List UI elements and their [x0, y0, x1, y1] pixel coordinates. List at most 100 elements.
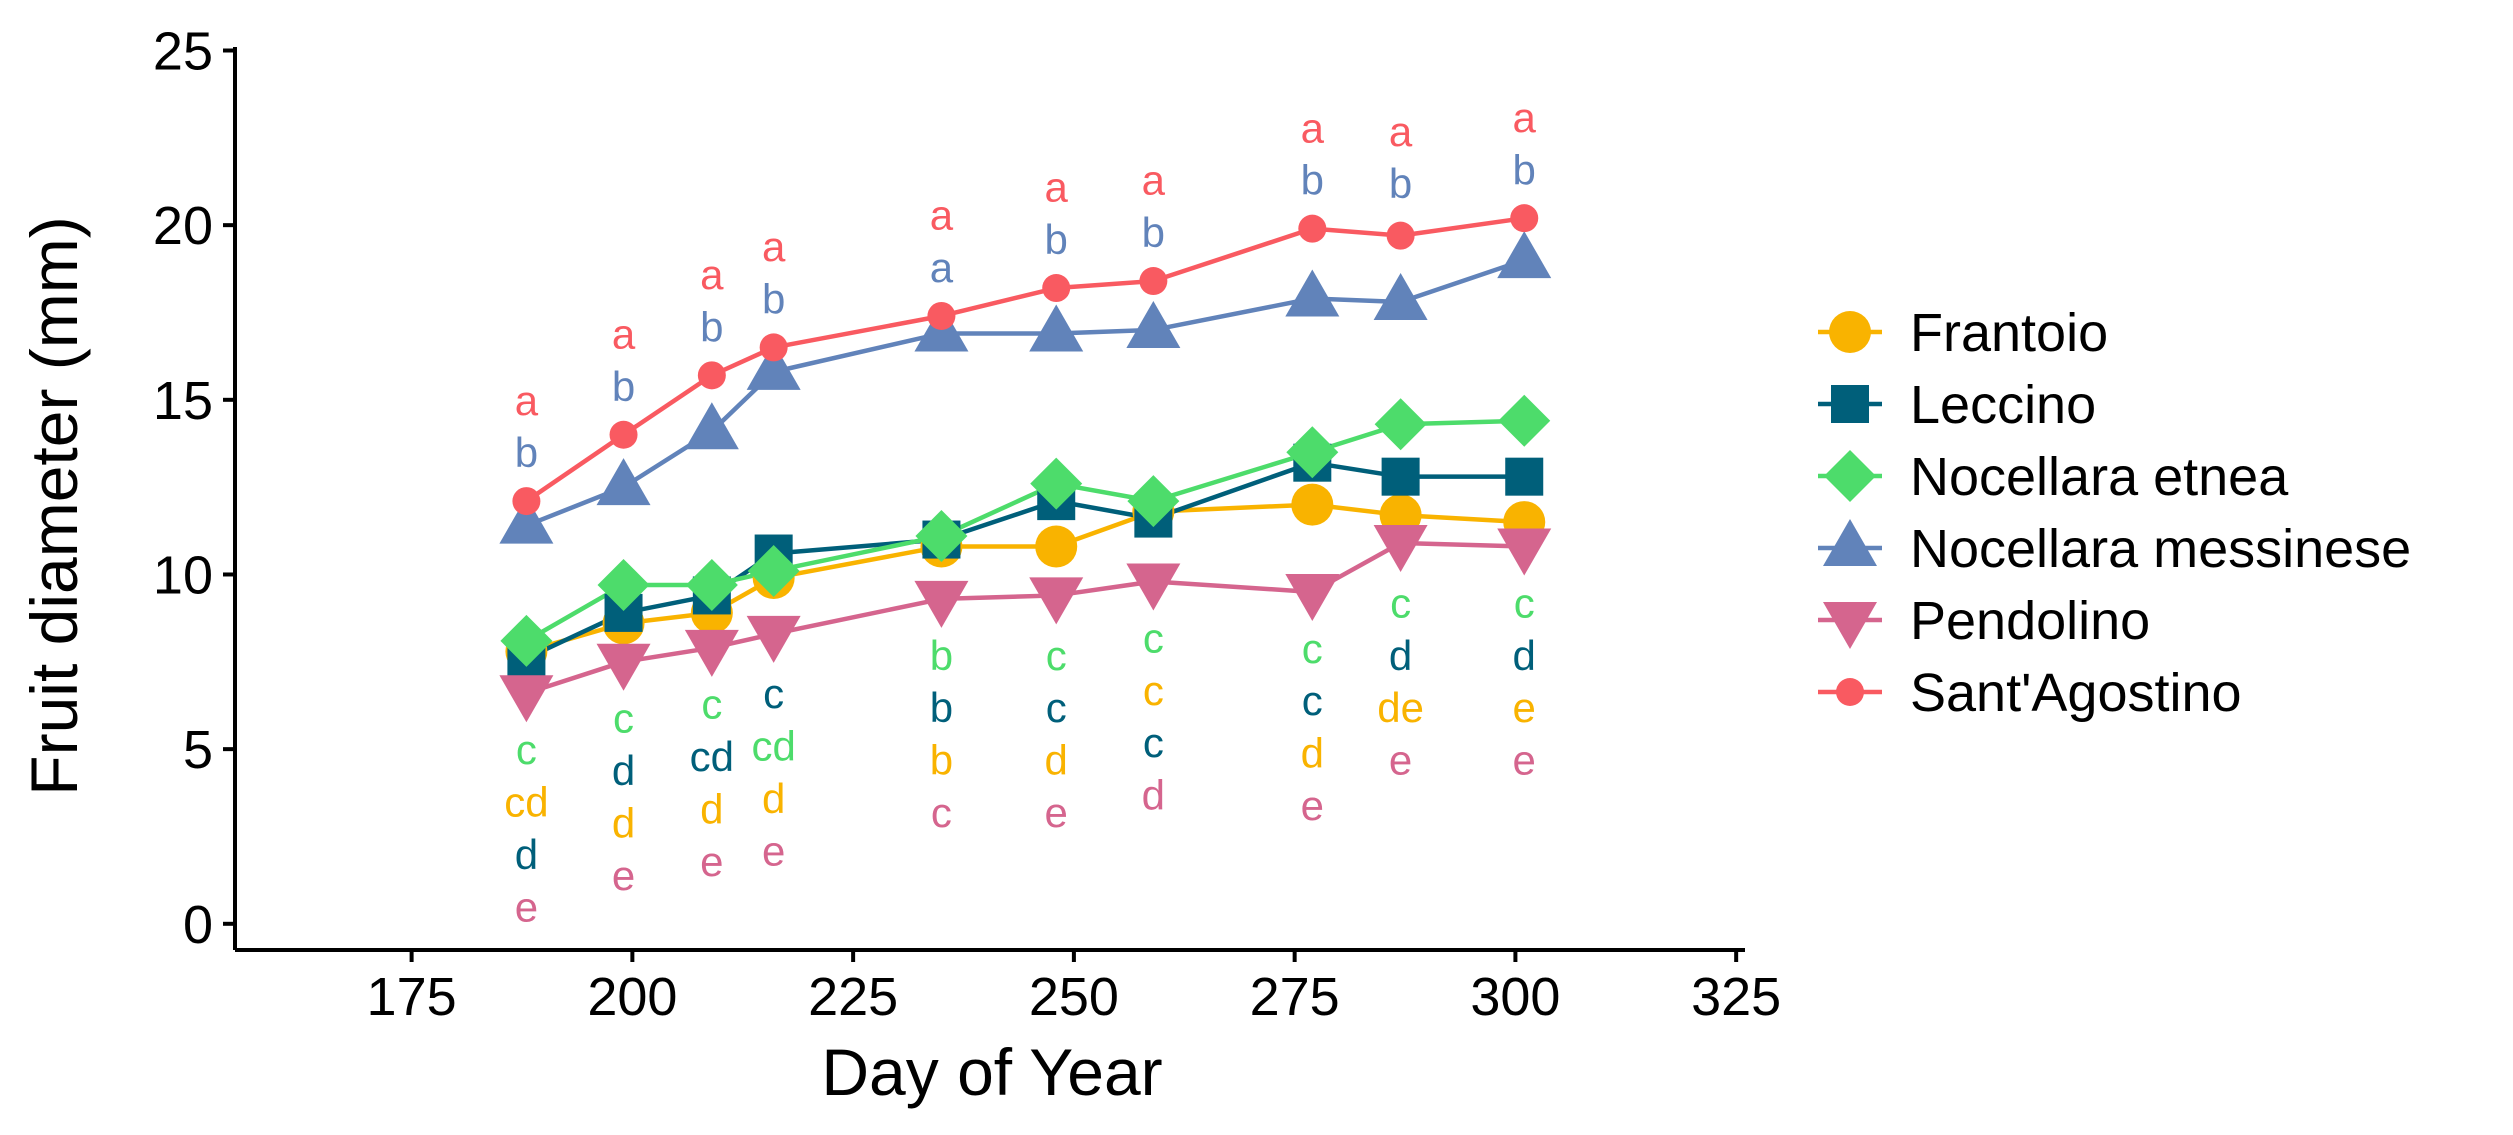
data-point-sant-agostino — [1510, 204, 1539, 233]
data-point-pendolino — [1373, 525, 1428, 573]
data-point-nocellara-etnea — [915, 510, 968, 563]
significance-letter: c — [1143, 667, 1164, 714]
data-point-sant-agostino — [1042, 274, 1071, 303]
x-tick-label: 325 — [1691, 967, 1781, 1027]
data-point-pendolino — [746, 615, 801, 663]
significance-letter: c — [516, 726, 537, 773]
legend-key-pendolino — [1823, 602, 1877, 649]
significance-letter: c — [763, 670, 784, 717]
data-point-nocellara-messinese — [1126, 300, 1181, 348]
significance-letter: d — [612, 799, 635, 846]
significance-letter: cd — [504, 779, 548, 826]
data-point-pendolino — [499, 675, 554, 723]
significance-letter: a — [930, 244, 954, 291]
significance-letter: e — [1301, 782, 1324, 829]
significance-letter: e — [1513, 684, 1536, 731]
data-point-nocellara-messinese — [1029, 304, 1084, 352]
y-tick-label: 20 — [153, 196, 213, 256]
significance-letter: b — [1045, 216, 1068, 263]
y-tick-label: 25 — [153, 21, 213, 81]
data-point-nocellara-etnea — [500, 614, 553, 667]
legend-key-nocellara-etnea — [1824, 450, 1876, 502]
series-line-leccino — [525, 460, 1525, 661]
data-point-pendolino — [1126, 563, 1181, 611]
legend-label-leccino: Leccino — [1910, 375, 2096, 435]
legend-key-nocellara-messinese — [1823, 519, 1877, 566]
significance-letter: d — [700, 786, 723, 833]
data-point-nocellara-messinese — [1497, 231, 1552, 279]
data-point-nocellara-etnea — [1286, 426, 1339, 479]
legend-label-nocellara-messinese: Nocellara messinese — [1910, 519, 2411, 579]
significance-letter: d — [762, 775, 785, 822]
significance-letter: d — [1045, 737, 1068, 784]
significance-letter: c — [1143, 719, 1164, 766]
significance-letter: b — [1301, 157, 1324, 204]
significance-letter: a — [612, 310, 636, 357]
significance-letter: b — [930, 737, 953, 784]
data-point-nocellara-messinese — [1285, 269, 1340, 317]
data-point-pendolino — [1285, 573, 1340, 621]
data-point-sant-agostino — [609, 420, 638, 449]
data-point-pendolino — [1029, 577, 1084, 625]
data-point-sant-agostino — [927, 301, 956, 330]
data-point-pendolino — [596, 643, 651, 691]
significance-letters: abccddeabcddeabccddeabccddeaabbbcabccdea… — [504, 94, 1536, 930]
legend-label-frantoio: Frantoio — [1910, 303, 2108, 363]
series-line-pendolino — [525, 540, 1525, 696]
significance-letter: a — [515, 377, 539, 424]
legend-key-leccino — [1831, 385, 1869, 423]
data-point-frantoio — [1291, 483, 1334, 526]
data-point-pendolino — [914, 580, 969, 628]
data-point-nocellara-messinese — [596, 458, 651, 506]
data-point-sant-agostino — [1139, 267, 1168, 296]
data-point-nocellara-messinese — [684, 402, 739, 450]
significance-letter: d — [1301, 730, 1324, 777]
data-point-nocellara-etnea — [1374, 398, 1427, 451]
significance-letter: b — [1142, 209, 1165, 256]
legend: Frantoio Leccino Nocellara etnea Nocellara … — [1818, 303, 2411, 723]
significance-letter: b — [1513, 146, 1536, 193]
series-line-nocellara-etnea — [525, 418, 1525, 643]
x-axis-title: Day of Year — [821, 1035, 1162, 1109]
significance-letter: c — [1046, 684, 1067, 731]
data-point-nocellara-etnea — [685, 558, 738, 611]
significance-letter: c — [701, 681, 722, 728]
y-axis-title: Fruit diameter (mm) — [17, 216, 91, 795]
significance-letter: cd — [690, 733, 734, 780]
significance-letter: c — [1514, 579, 1535, 626]
significance-letter: de — [1377, 684, 1424, 731]
y-tick-label: 0 — [183, 895, 213, 955]
x-tick-label: 250 — [1029, 967, 1119, 1027]
significance-letter: e — [515, 883, 538, 930]
x-tick-label: 175 — [367, 967, 457, 1027]
significance-letter: b — [515, 429, 538, 476]
legend-label-pendolino: Pendolino — [1910, 591, 2150, 651]
significance-letter: d — [515, 831, 538, 878]
data-point-sant-agostino — [512, 487, 541, 516]
significance-letter: e — [762, 827, 785, 874]
data-point-sant-agostino — [1298, 214, 1327, 243]
y-tick-label: 15 — [153, 371, 213, 431]
x-tick-label: 225 — [808, 967, 898, 1027]
legend-key-sant-agostino — [1836, 678, 1864, 706]
significance-letter: c — [931, 789, 952, 836]
data-point-nocellara-messinese — [746, 342, 801, 390]
data-point-pendolino — [684, 629, 739, 677]
significance-letter: e — [612, 852, 635, 899]
significance-letter: b — [930, 632, 953, 679]
significance-letter: a — [1301, 104, 1325, 151]
series-line-frantoio — [525, 502, 1525, 654]
significance-letter: c — [1390, 579, 1411, 626]
significance-letter: d — [1142, 772, 1165, 819]
significance-letter: a — [930, 192, 954, 239]
significance-letter: a — [1045, 164, 1069, 211]
significance-letter: e — [1513, 737, 1536, 784]
significance-letter: cd — [751, 723, 795, 770]
significance-letter: b — [1389, 160, 1412, 207]
data-point-frantoio — [1035, 525, 1078, 568]
significance-letter: e — [1045, 789, 1068, 836]
data-point-nocellara-messinese — [499, 496, 554, 544]
significance-letter: c — [1302, 677, 1323, 724]
data-point-leccino — [1381, 457, 1420, 496]
significance-letter: c — [613, 695, 634, 742]
